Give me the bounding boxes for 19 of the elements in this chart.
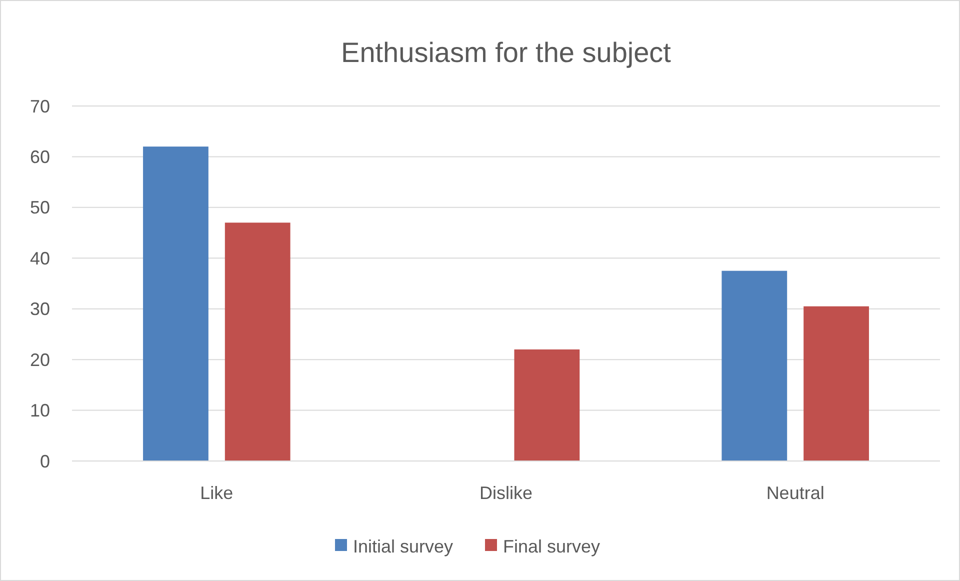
y-tick-label: 60 — [30, 147, 50, 168]
legend-label: Initial survey — [353, 536, 454, 556]
y-tick-label: 70 — [30, 96, 50, 116]
y-tick-label: 10 — [30, 400, 50, 421]
bar — [224, 222, 290, 461]
x-tick-label: Dislike — [479, 483, 533, 503]
bar — [722, 270, 788, 461]
y-tick-label: 40 — [30, 248, 50, 268]
x-tick-label: Like — [200, 483, 234, 503]
y-tick-label: 20 — [30, 350, 50, 370]
legend-label: Final survey — [503, 536, 600, 556]
y-tick-label: 50 — [30, 198, 50, 218]
bar — [143, 146, 208, 461]
bar — [514, 349, 580, 461]
y-tick-label: 30 — [30, 299, 50, 320]
y-tick-label: 0 — [40, 451, 50, 472]
bar — [804, 306, 869, 461]
chart-title: Enthusiasm for the subject — [341, 37, 672, 68]
x-tick-label: Neutral — [766, 483, 824, 503]
